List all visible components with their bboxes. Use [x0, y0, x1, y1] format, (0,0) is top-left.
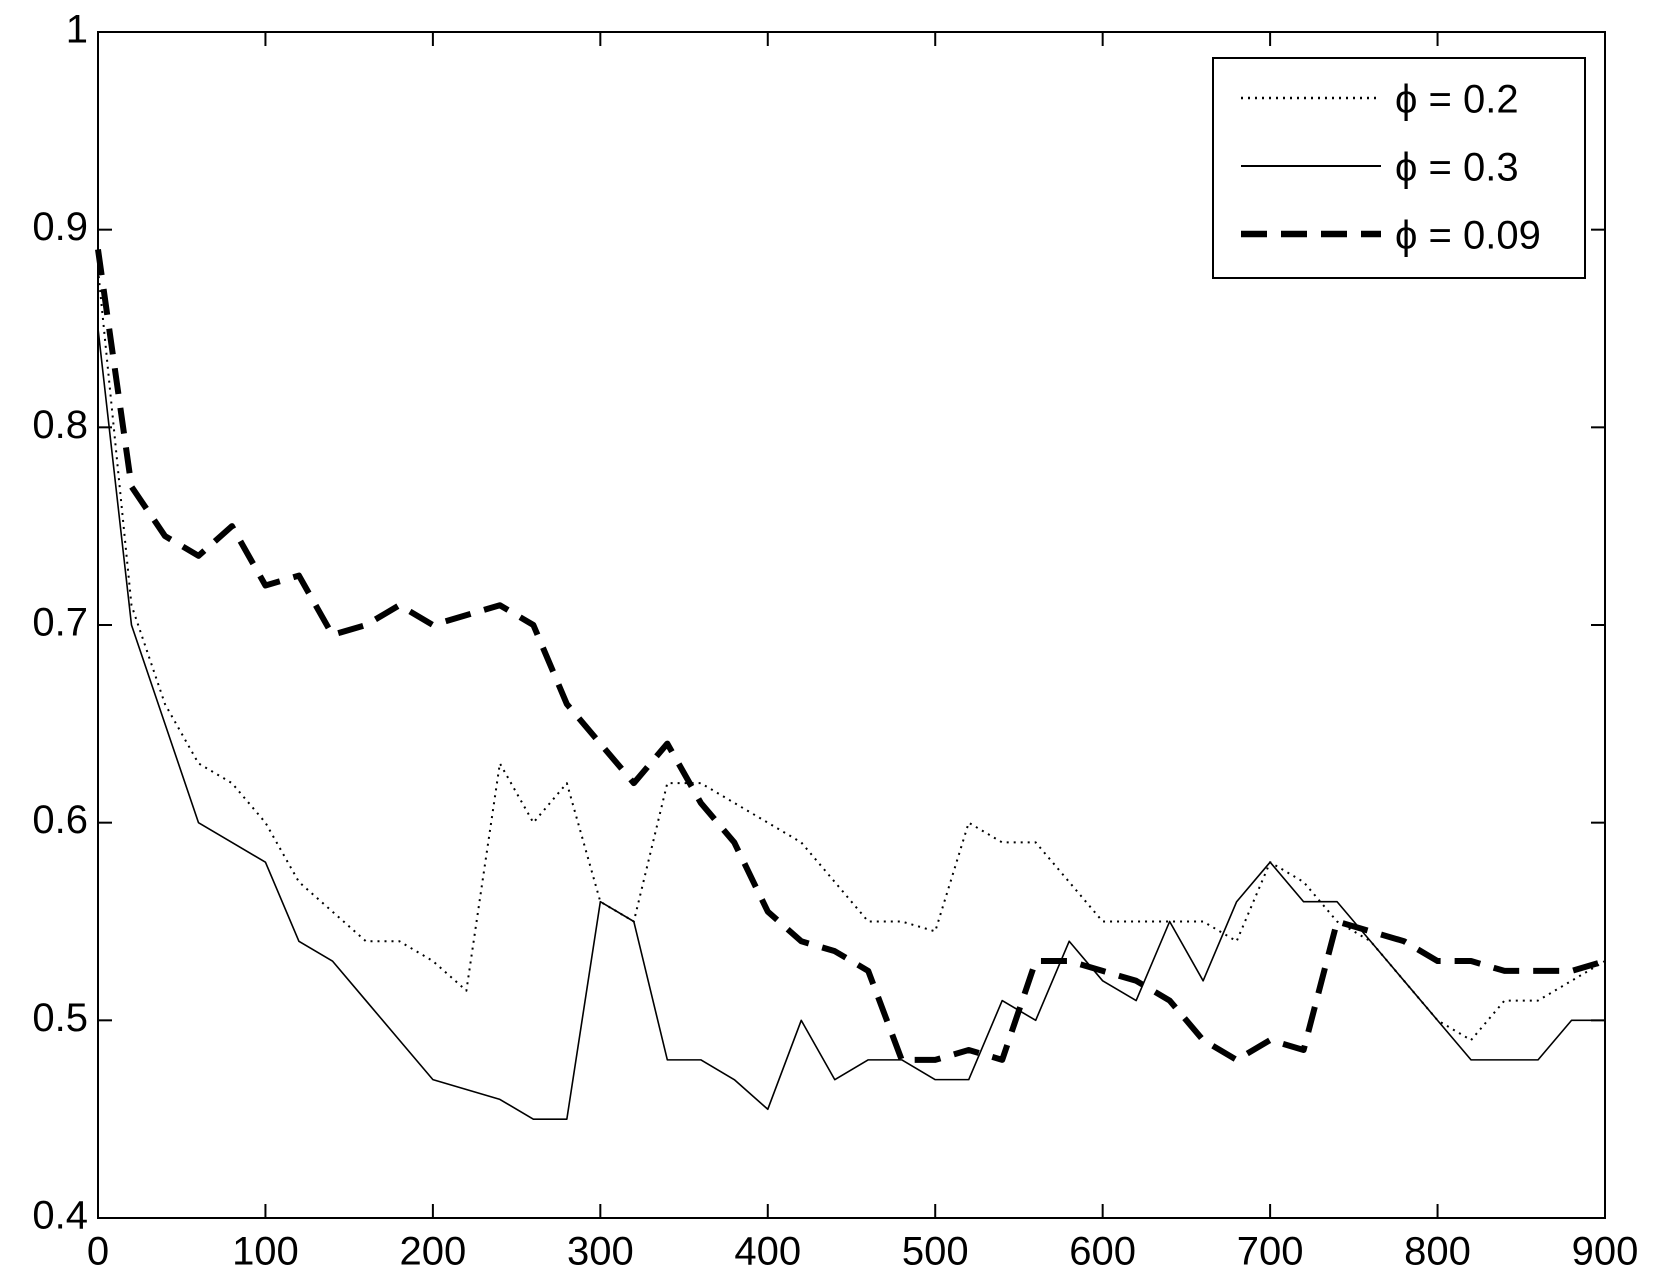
- x-tick-label: 500: [902, 1230, 969, 1274]
- legend: ϕ = 0.2 ϕ = 0.3 ϕ = 0.09: [1212, 57, 1586, 279]
- x-tick-label: 100: [232, 1230, 299, 1274]
- y-tick-label: 0.7: [32, 601, 88, 645]
- x-tick-label: 700: [1237, 1230, 1304, 1274]
- legend-label: ϕ = 0.3: [1395, 146, 1519, 190]
- series-line: [97, 328, 1605, 1120]
- y-tick-label: 0.5: [32, 996, 88, 1040]
- y-tick-label: 0.6: [32, 798, 88, 842]
- y-tick-label: 0.4: [32, 1194, 88, 1238]
- legend-label: ϕ = 0.2: [1395, 78, 1519, 122]
- x-tick-label: 400: [734, 1230, 801, 1274]
- legend-label: ϕ = 0.09: [1395, 214, 1541, 258]
- x-tick-label: 0: [87, 1230, 109, 1274]
- y-tick-label: 0.8: [32, 403, 88, 447]
- series-line: [97, 269, 1606, 1042]
- x-tick-label: 300: [567, 1230, 634, 1274]
- x-tick-label: 600: [1069, 1230, 1136, 1274]
- x-tick-label: 800: [1404, 1230, 1471, 1274]
- legend-box: [1212, 57, 1586, 279]
- series-line: [95, 249, 1606, 1063]
- x-tick-label: 200: [400, 1230, 467, 1274]
- y-tick-label: 1: [66, 8, 88, 52]
- x-tick-label: 900: [1572, 1230, 1639, 1274]
- y-tick-label: 0.9: [32, 205, 88, 249]
